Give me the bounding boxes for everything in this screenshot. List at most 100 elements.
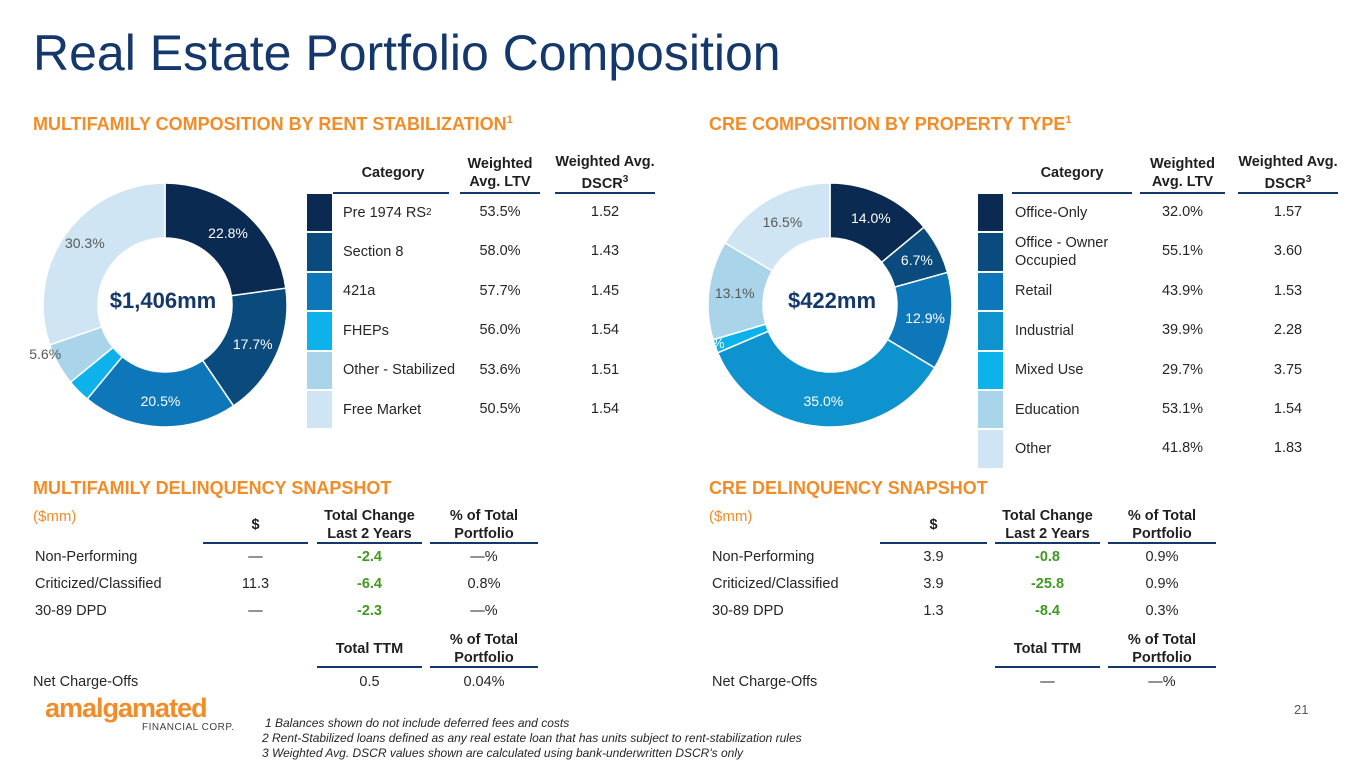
cre-nco-pct: —% [1148, 674, 1176, 690]
cre-row-dscr: 2.28 [1273, 322, 1303, 339]
mf-dq-row-pct: —% [470, 549, 498, 565]
cre-row-ltv: 53.1% [1161, 401, 1204, 417]
cre-row-ltv: 41.8% [1161, 440, 1204, 457]
cre-row-category: Office - Owner Occupied [1015, 232, 1135, 271]
cre-col-dscr: Weighted Avg. DSCR3 [1238, 154, 1338, 192]
mf-header-underline-ltv [460, 192, 540, 194]
mf-donut-chart [42, 182, 288, 428]
mf-row-ltv: 56.0% [479, 322, 521, 339]
mf-row-dscr: 1.54 [590, 322, 620, 339]
logo-wordmark: amalgamated [45, 693, 208, 723]
mf-donut-slice [42, 182, 166, 346]
mf-row-dscr: 1.51 [590, 361, 620, 378]
footnote-3: 3 Weighted Avg. DSCR values shown are ca… [262, 746, 743, 760]
mf-donut-data-label: 30.3% [64, 235, 105, 252]
cre-row-category: Other [1015, 429, 1135, 468]
mf-donut-center-label: $1,406mm [109, 288, 217, 313]
cre-legend-swatch [978, 391, 1003, 429]
mf-dq-row-label: Non-Performing [35, 549, 138, 565]
mf-dq-row-change: -2.3 [357, 603, 382, 619]
cre-row-category: Retail [1015, 272, 1135, 311]
cre-row-category-text: Office - Owner Occupied [1015, 235, 1109, 270]
mf-row-category-text: Other - Stabilized [343, 362, 456, 379]
logo-subtitle: FINANCIAL CORP. [142, 722, 235, 733]
mf-row-dscr: 1.43 [590, 243, 620, 260]
mf-composition-heading-text: MULTIFAMILY COMPOSITION BY RENT STABILIZ… [33, 114, 507, 134]
mf-legend-swatch [307, 272, 332, 311]
footnotes: 1 Balances shown do not include deferred… [262, 716, 802, 761]
cre-donut-chart [707, 182, 953, 428]
cre-delinquency-heading: CRE DELINQUENCY SNAPSHOT [709, 478, 988, 498]
cre-donut-data-label: 6.7% [900, 251, 933, 268]
mf-row-dscr: 1.52 [590, 204, 620, 220]
cre-header-underline-dscr [1238, 192, 1338, 194]
mf-dq-row-amount: 11.3 [241, 576, 270, 592]
mf-dq-row-change: -2.4 [357, 549, 382, 565]
cre-row-category-text: Other [1015, 441, 1052, 458]
cre-nco-underline-pct [1108, 666, 1216, 668]
mf-legend-swatch [307, 233, 332, 271]
mf-legend-swatch [307, 194, 332, 232]
mf-row-category-sup: 2 [426, 206, 432, 218]
cre-nco-col-ttm: Total TTM [1013, 641, 1082, 657]
mf-col-dscr: Weighted Avg. DSCR3 [555, 154, 655, 192]
mf-dq-row-pct: —% [470, 603, 498, 619]
mf-legend-swatch [307, 312, 332, 350]
mf-row-ltv: 57.7% [479, 282, 521, 299]
mf-nco-col-pct: % of Total Portfolio [449, 632, 519, 666]
mf-dq-row-label: Criticized/Classified [35, 576, 162, 592]
mf-row-dscr: 1.54 [590, 401, 620, 417]
mf-donut-data-label: 22.8% [208, 224, 248, 241]
cre-row-dscr: 3.75 [1273, 361, 1303, 378]
mf-row-ltv: 53.5% [479, 204, 521, 220]
cre-nco-underline-ttm [995, 666, 1100, 668]
cre-legend-swatch [978, 312, 1003, 350]
mf-row-category-text: FHEPs [343, 322, 389, 339]
footnote-2: 2 Rent-Stabilized loans defined as any r… [262, 731, 802, 745]
cre-donut-data-label: 14.0% [851, 210, 891, 227]
mf-composition-heading-sup: 1 [506, 114, 513, 126]
mf-row-ltv: 58.0% [479, 243, 521, 260]
mf-row-category: FHEPs [343, 311, 463, 350]
cre-dq-underline-amount [880, 542, 987, 544]
mf-dq-col-amount: $ [251, 517, 260, 533]
cre-donut-slice [723, 182, 831, 272]
cre-legend-swatch [978, 351, 1003, 389]
cre-dq-col-pct: % of Total Portfolio [1127, 508, 1197, 542]
cre-row-category-text: Retail [1015, 283, 1053, 300]
cre-donut-data-label: 1.8% [692, 334, 725, 351]
mf-nco-col-ttm: Total TTM [335, 641, 404, 657]
mf-nco-underline-ttm [317, 666, 422, 668]
mf-dq-underline-pct [430, 542, 538, 544]
cre-dq-row-pct: 0.3% [1145, 603, 1179, 619]
mf-dq-row-amount: — [248, 549, 263, 565]
mf-col-dscr-sup: 3 [622, 174, 629, 186]
cre-header-underline-category [1012, 192, 1132, 194]
cre-legend-swatch [978, 272, 1003, 311]
mf-donut-slice [86, 355, 235, 428]
cre-row-category: Office-Only [1015, 193, 1135, 232]
cre-row-dscr: 1.54 [1273, 401, 1303, 417]
cre-dq-row-change: -0.8 [1035, 549, 1060, 565]
cre-header-underline-ltv [1140, 192, 1225, 194]
mf-dq-col-pct: % of Total Portfolio [449, 508, 519, 542]
page-number: 21 [1294, 702, 1309, 717]
cre-row-category: Industrial [1015, 311, 1135, 350]
company-logo: amalgamated FINANCIAL CORP. [45, 693, 234, 733]
cre-row-category-text: Industrial [1015, 322, 1074, 339]
cre-donut-data-label: 12.9% [905, 309, 945, 326]
mf-nco-ttm: 0.5 [359, 674, 380, 690]
cre-dq-row-pct: 0.9% [1145, 576, 1179, 592]
cre-col-category: Category [1040, 165, 1104, 181]
mf-row-ltv: 50.5% [479, 401, 521, 417]
mf-nco-label: Net Charge-Offs [33, 674, 139, 690]
cre-composition-heading: CRE COMPOSITION BY PROPERTY TYPE1 [709, 114, 1072, 135]
mf-dq-row-amount: — [248, 603, 263, 619]
cre-row-category-text: Mixed Use [1015, 362, 1084, 379]
cre-composition-heading-text: CRE COMPOSITION BY PROPERTY TYPE [709, 114, 1066, 134]
cre-row-ltv: 55.1% [1161, 243, 1204, 260]
cre-row-category: Education [1015, 390, 1135, 429]
cre-legend-swatch [978, 233, 1003, 271]
cre-dq-col-amount: $ [929, 517, 938, 533]
cre-composition-heading-sup: 1 [1065, 114, 1072, 126]
